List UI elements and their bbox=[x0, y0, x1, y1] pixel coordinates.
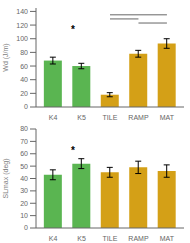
svg-text:TILE: TILE bbox=[103, 114, 118, 121]
svg-text:70: 70 bbox=[20, 138, 28, 145]
svg-text:K5: K5 bbox=[77, 114, 86, 121]
svg-text:50: 50 bbox=[20, 163, 28, 170]
svg-text:10: 10 bbox=[20, 212, 28, 219]
svg-text:100: 100 bbox=[16, 35, 28, 42]
svg-text:140: 140 bbox=[16, 8, 28, 15]
svg-text:20: 20 bbox=[20, 200, 28, 207]
svg-text:120: 120 bbox=[16, 22, 28, 29]
svg-text:60: 60 bbox=[20, 63, 28, 70]
svg-text:SLmax (deg): SLmax (deg) bbox=[8, 158, 10, 198]
svg-text:*: * bbox=[71, 145, 75, 156]
svg-text:40: 40 bbox=[20, 76, 28, 83]
svg-text:Wd (J/m): Wd (J/m) bbox=[8, 43, 10, 71]
svg-text:0: 0 bbox=[24, 224, 28, 231]
svg-text:K4: K4 bbox=[49, 114, 58, 121]
svg-text:MAT: MAT bbox=[160, 235, 175, 242]
svg-text:40: 40 bbox=[20, 175, 28, 182]
svg-text:80: 80 bbox=[20, 49, 28, 56]
svg-text:K5: K5 bbox=[77, 235, 86, 242]
svg-text:0: 0 bbox=[24, 103, 28, 110]
svg-text:80: 80 bbox=[20, 125, 28, 132]
svg-text:*: * bbox=[71, 24, 75, 35]
svg-text:RAMP: RAMP bbox=[128, 235, 149, 242]
svg-text:30: 30 bbox=[20, 187, 28, 194]
svg-text:60: 60 bbox=[20, 150, 28, 157]
svg-text:TILE: TILE bbox=[103, 235, 118, 242]
svg-text:K4: K4 bbox=[49, 235, 58, 242]
svg-text:MAT: MAT bbox=[160, 114, 175, 121]
svg-text:20: 20 bbox=[20, 90, 28, 97]
svg-text:RAMP: RAMP bbox=[128, 114, 149, 121]
